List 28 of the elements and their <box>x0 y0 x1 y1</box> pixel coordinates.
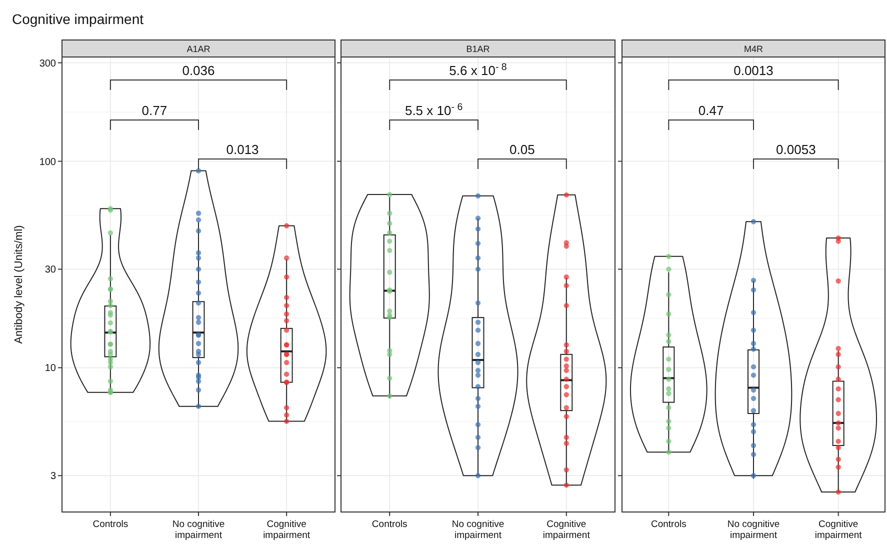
x-tick-label: No cognitive impairment <box>727 519 780 541</box>
annotation: 5.6 x 10$^{- 8}$ <box>449 62 507 78</box>
annotation: 0.036 <box>182 63 215 78</box>
y-tick-label: 3 <box>50 471 56 482</box>
annotation: 0.05 <box>510 142 535 157</box>
x-tick-label: Cognitive impairment <box>263 519 310 541</box>
annotation: 5.5 x 10$^{- 6}$ <box>404 102 463 118</box>
annotation: 0.0013 <box>734 63 774 78</box>
y-tick-label: 300 <box>39 58 56 70</box>
y-tick-label: 10 <box>44 363 56 374</box>
x-tick-label: No cognitive impairment <box>452 519 504 541</box>
x-tick-label: Controls <box>650 519 687 530</box>
y-axis-title: Antibody level (Units/ml) <box>13 225 25 344</box>
annotation: 0.47 <box>698 103 724 118</box>
x-tick-label: Controls <box>92 519 128 530</box>
annotation: 0.0053 <box>776 142 816 157</box>
x-tick-label: Controls <box>372 519 408 530</box>
chart-subtitle: A1AR <box>186 44 211 54</box>
x-tick-label: Cognitive impairment <box>814 519 862 541</box>
annotation: 0.013 <box>226 142 259 157</box>
y-tick-label: 100 <box>39 156 56 168</box>
annotation: 0.77 <box>142 103 168 118</box>
x-tick-label: Cognitive impairment <box>542 519 590 541</box>
chart-title: Cognitive impairment <box>12 11 144 27</box>
chart-subtitle: M4R <box>744 44 764 54</box>
chart-subtitle: B1AR <box>466 44 490 54</box>
x-tick-label: No cognitive impairment <box>172 519 225 541</box>
y-tick-label: 30 <box>44 264 56 276</box>
